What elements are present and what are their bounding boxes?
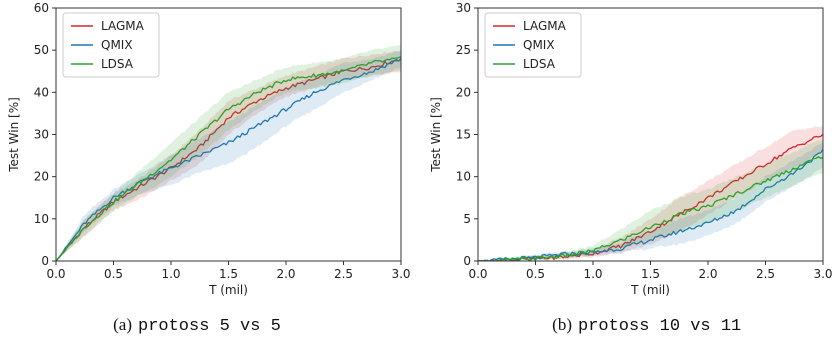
band-lagma bbox=[478, 125, 823, 261]
y-tick-label: 0 bbox=[41, 254, 49, 268]
x-tick-label: 0.5 bbox=[526, 267, 545, 281]
x-tick-label: 2.5 bbox=[756, 267, 775, 281]
plot-area bbox=[56, 44, 401, 261]
y-tick-label: 40 bbox=[34, 85, 49, 99]
caption-env-name: protoss 10 vs 11 bbox=[578, 317, 741, 336]
x-tick-label: 0.0 bbox=[468, 267, 487, 281]
y-tick-label: 25 bbox=[456, 43, 471, 57]
chart-panel-2: 0.0 0.5 1.0 1.5 2.0 2.5 3.0 0 5 10 15 20 25 30 T (mil)… bbox=[429, 1, 833, 336]
legend-label-lagma: LAGMA bbox=[101, 19, 145, 33]
y-axis-label: Test Win [%] bbox=[7, 97, 21, 173]
x-tick-label: 1.5 bbox=[219, 267, 238, 281]
y-tick-label: 0 bbox=[463, 254, 471, 268]
series-line-ldsa bbox=[478, 156, 823, 261]
caption-env-name: protoss 5 vs 5 bbox=[138, 317, 281, 336]
chart-panel-1: 0.0 0.5 1.0 1.5 2.0 2.5 3.0 0 10 20 30 40 50 60 T (mil… bbox=[7, 1, 411, 336]
legend-label-lagma: LAGMA bbox=[523, 19, 567, 33]
band-qmix bbox=[56, 50, 401, 261]
legend-label-ldsa: LDSA bbox=[523, 57, 556, 71]
x-tick-label: 1.0 bbox=[583, 267, 602, 281]
legend-label-ldsa: LDSA bbox=[101, 57, 134, 71]
y-tick-label: 5 bbox=[463, 212, 471, 226]
series-line-qmix bbox=[478, 149, 823, 261]
legend: LAGMA QMIX LDSA bbox=[62, 12, 160, 78]
x-tick-label: 2.5 bbox=[334, 267, 353, 281]
band-ldsa bbox=[56, 44, 401, 261]
y-tick-label: 60 bbox=[34, 1, 49, 15]
band-ldsa bbox=[478, 139, 823, 261]
legend-label-qmix: QMIX bbox=[101, 38, 133, 52]
y-axis-label: Test Win [%] bbox=[429, 97, 443, 173]
x-tick-label: 0.5 bbox=[104, 267, 123, 281]
x-tick-label: 2.0 bbox=[698, 267, 717, 281]
y-tick-label: 10 bbox=[34, 212, 49, 226]
legend-box bbox=[62, 12, 160, 78]
x-tick-label: 3.0 bbox=[813, 267, 832, 281]
caption-letter: (a) bbox=[113, 315, 132, 334]
series-line-qmix bbox=[56, 57, 401, 261]
y-tick-label: 15 bbox=[456, 128, 471, 142]
legend-label-qmix: QMIX bbox=[523, 38, 555, 52]
y-tick-label: 20 bbox=[456, 85, 471, 99]
legend-box bbox=[484, 12, 582, 78]
x-tick-label: 0.0 bbox=[46, 267, 65, 281]
y-tick-label: 30 bbox=[456, 1, 471, 15]
x-tick-label: 3.0 bbox=[391, 267, 410, 281]
x-axis-label: T (mil) bbox=[208, 283, 248, 297]
plot-area bbox=[478, 125, 823, 261]
x-tick-label: 2.0 bbox=[276, 267, 295, 281]
band-lagma bbox=[56, 50, 401, 261]
y-tick-label: 20 bbox=[34, 170, 49, 184]
band-qmix bbox=[478, 141, 823, 261]
y-tick-label: 50 bbox=[34, 43, 49, 57]
legend: LAGMA QMIX LDSA bbox=[484, 12, 582, 78]
x-tick-label: 1.0 bbox=[161, 267, 180, 281]
x-tick-label: 1.5 bbox=[641, 267, 660, 281]
y-tick-label: 10 bbox=[456, 170, 471, 184]
x-axis-label: T (mil) bbox=[630, 283, 670, 297]
series-line-ldsa bbox=[56, 56, 401, 261]
y-tick-label: 30 bbox=[34, 128, 49, 142]
caption-letter: (b) bbox=[552, 315, 572, 334]
series-line-lagma bbox=[478, 133, 823, 261]
